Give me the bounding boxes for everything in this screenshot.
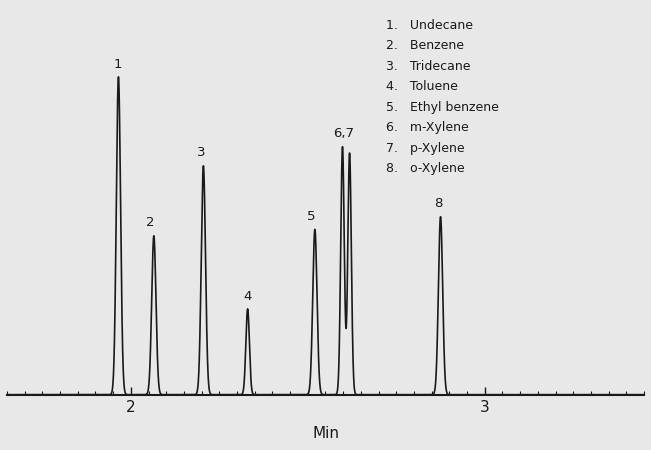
Text: 6,7: 6,7 — [333, 127, 353, 140]
Text: 8: 8 — [435, 198, 443, 210]
Text: 2: 2 — [146, 216, 154, 230]
Text: 1.   Undecane
2.   Benzene
3.   Tridecane
4.   Toluene
5.   Ethyl benzene
6.   m: 1. Undecane 2. Benzene 3. Tridecane 4. T… — [386, 19, 499, 176]
Text: 1: 1 — [113, 58, 122, 71]
X-axis label: Min: Min — [312, 426, 339, 441]
Text: 4: 4 — [243, 289, 252, 302]
Text: 3: 3 — [197, 147, 205, 159]
Text: 5: 5 — [307, 210, 316, 223]
